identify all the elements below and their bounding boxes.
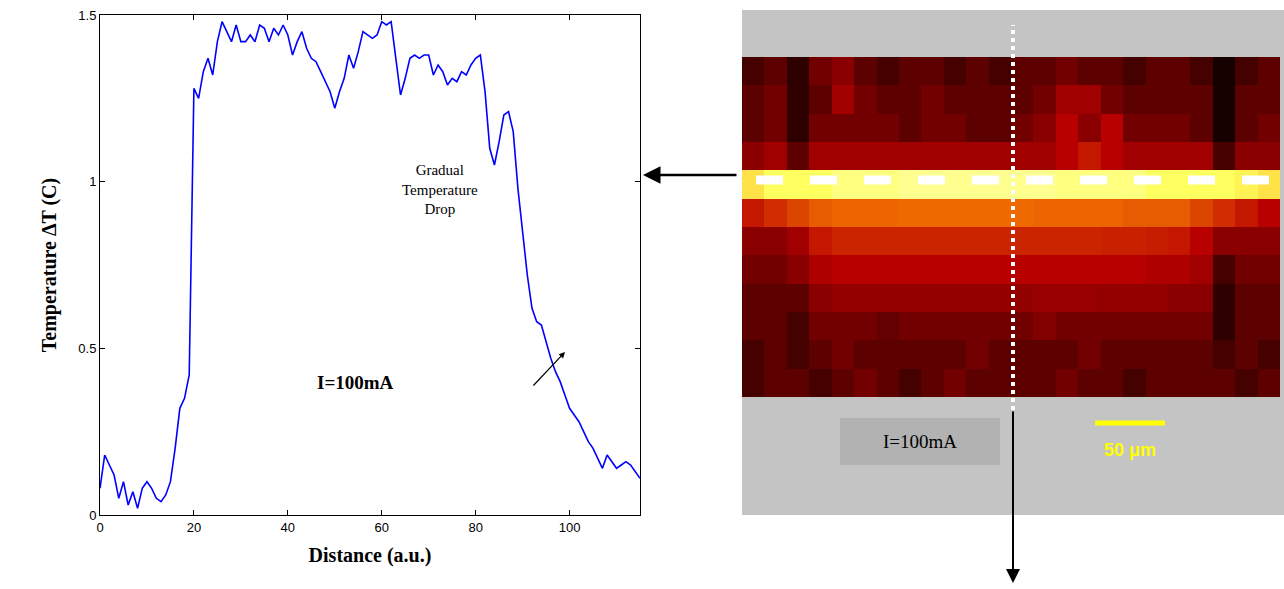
svg-text:GradualTemperatureDrop: GradualTemperatureDrop (402, 162, 478, 217)
svg-text:20: 20 (187, 520, 201, 535)
svg-text:Distance (a.u.): Distance (a.u.) (309, 544, 432, 567)
svg-text:0.5: 0.5 (78, 341, 96, 356)
svg-text:1: 1 (89, 174, 96, 189)
svg-text:I=100mA: I=100mA (317, 372, 394, 393)
svg-text:50 μm: 50 μm (1104, 440, 1156, 460)
svg-text:100: 100 (559, 520, 581, 535)
svg-text:80: 80 (468, 520, 482, 535)
svg-text:60: 60 (375, 520, 389, 535)
svg-text:0: 0 (96, 520, 103, 535)
svg-text:I=100mA: I=100mA (883, 431, 957, 452)
svg-text:1.5: 1.5 (78, 8, 96, 23)
svg-text:0: 0 (89, 508, 96, 523)
svg-text:40: 40 (281, 520, 295, 535)
svg-text:Temperature ΔT (C): Temperature ΔT (C) (38, 178, 61, 352)
